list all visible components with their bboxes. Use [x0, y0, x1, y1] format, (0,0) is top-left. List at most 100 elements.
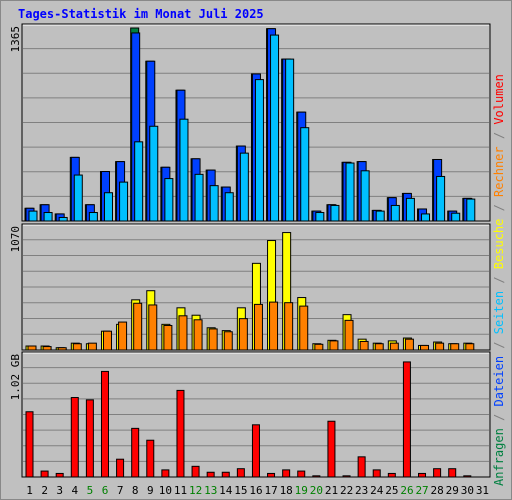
bar-seiten	[405, 197, 415, 222]
bar-volumen	[161, 469, 170, 478]
bar-rechner	[314, 343, 324, 351]
x-tick-label: 19	[295, 484, 308, 497]
x-tick-label: 16	[249, 484, 262, 497]
legend-entry: Rechner	[492, 146, 506, 197]
bar-rechner	[178, 315, 188, 351]
legend-entry: /	[492, 407, 506, 429]
bar-volumen	[267, 472, 276, 478]
bar-seiten	[466, 198, 476, 222]
bar-volumen	[342, 475, 351, 478]
y-axis-max-label: 1070	[9, 226, 22, 253]
bar-seiten	[254, 79, 264, 222]
x-tick-label: 31	[476, 484, 489, 497]
bar-rechner	[163, 324, 173, 351]
bar-seiten	[58, 216, 68, 222]
bar-seiten	[43, 212, 53, 222]
bar-seiten	[360, 170, 370, 222]
bar-volumen	[236, 468, 245, 478]
legend-entry: Dateien	[492, 356, 506, 407]
chart-title: Tages-Statistik im Monat Juli 2025	[18, 7, 264, 21]
bar-volumen	[327, 420, 336, 478]
bar-rechner	[57, 347, 67, 351]
bar-rechner	[208, 328, 218, 351]
x-tick-label: 3	[56, 484, 63, 497]
bar-volumen	[463, 475, 472, 478]
x-tick-label: 26	[400, 484, 413, 497]
bar-rechner	[450, 343, 460, 351]
x-tick-label: 6	[102, 484, 109, 497]
bar-rechner	[238, 318, 248, 351]
bar-volumen	[221, 471, 230, 478]
bar-seiten	[209, 185, 219, 222]
x-tick-label: 14	[219, 484, 233, 497]
bar-rechner	[223, 331, 233, 351]
bar-rechner	[389, 342, 399, 351]
bar-seiten	[330, 204, 340, 222]
legend-entry: Besuche	[492, 219, 506, 270]
bar-seiten	[164, 178, 174, 222]
bar-rechner	[118, 321, 128, 351]
bar-volumen	[357, 456, 366, 478]
bar-rechner	[329, 340, 339, 351]
bar-seiten	[28, 210, 38, 222]
x-tick-label: 2	[41, 484, 48, 497]
bar-volumen	[251, 424, 260, 478]
bar-volumen	[146, 439, 155, 478]
bar-volumen	[448, 468, 457, 478]
bar-rechner	[72, 343, 82, 351]
bar-rechner	[148, 304, 158, 351]
bar-seiten	[270, 34, 280, 222]
legend-entry: Anfragen	[492, 428, 506, 486]
bar-volumen	[85, 399, 94, 478]
bar-seiten	[103, 192, 113, 222]
x-tick-label: 5	[87, 484, 94, 497]
bar-rechner	[284, 302, 294, 351]
x-tick-label: 29	[446, 484, 459, 497]
x-tick-label: 11	[174, 484, 187, 497]
bar-rechner	[374, 343, 384, 351]
bar-rechner	[465, 343, 475, 351]
x-tick-label: 27	[415, 484, 428, 497]
x-tick-label: 9	[147, 484, 154, 497]
x-tick-label: 25	[385, 484, 398, 497]
legend-entry: /	[492, 125, 506, 147]
legend-entry: /	[492, 197, 506, 219]
bar-rechner	[344, 319, 354, 351]
bar-volumen	[131, 427, 140, 478]
bar-volumen	[116, 458, 125, 478]
x-tick-label: 8	[132, 484, 139, 497]
x-tick-label: 10	[159, 484, 172, 497]
bar-volumen	[297, 470, 306, 478]
bar-seiten	[149, 125, 159, 222]
bar-volumen	[191, 465, 200, 478]
bar-rechner	[27, 345, 37, 351]
bar-volumen	[312, 475, 321, 478]
bar-volumen	[387, 472, 396, 478]
bar-volumen	[40, 470, 49, 478]
bar-seiten	[224, 192, 234, 222]
bar-rechner	[87, 342, 97, 351]
x-tick-label: 22	[340, 484, 353, 497]
bar-seiten	[315, 212, 325, 222]
x-tick-label: 30	[461, 484, 474, 497]
bar-seiten	[375, 210, 385, 222]
x-tick-label: 4	[72, 484, 79, 497]
legend-entry: /	[492, 269, 506, 291]
series-legend: Anfragen / Dateien / Seiten / Besuche / …	[492, 74, 506, 486]
legend-entry: /	[492, 334, 506, 356]
bar-volumen	[372, 469, 381, 478]
bar-seiten	[436, 175, 446, 222]
bar-seiten	[285, 58, 295, 222]
bar-volumen	[282, 469, 291, 478]
bar-volumen	[433, 468, 442, 478]
bar-rechner	[420, 344, 430, 351]
bar-rechner	[193, 319, 203, 351]
x-tick-label: 12	[189, 484, 202, 497]
bar-seiten	[119, 181, 129, 222]
bar-rechner	[42, 346, 52, 351]
bar-volumen	[100, 370, 109, 478]
bar-volumen	[402, 361, 411, 478]
bar-rechner	[253, 303, 263, 351]
x-tick-label: 28	[431, 484, 444, 497]
